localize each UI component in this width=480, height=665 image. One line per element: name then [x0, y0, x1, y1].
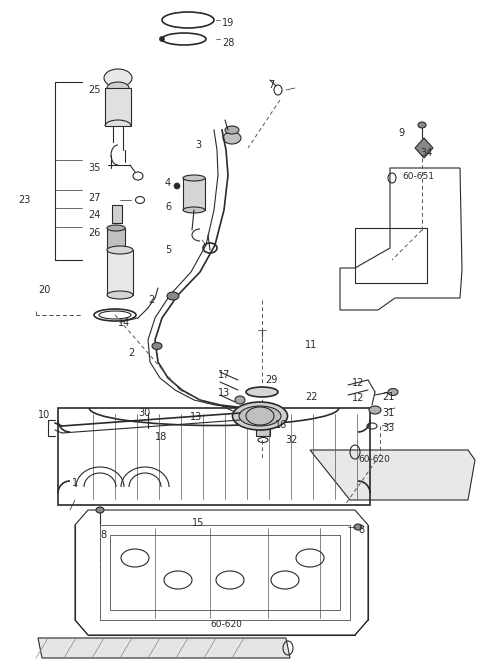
Ellipse shape: [223, 132, 241, 144]
Text: 31: 31: [382, 408, 394, 418]
Text: 13: 13: [190, 412, 202, 422]
Text: 6: 6: [165, 202, 171, 212]
Ellipse shape: [232, 402, 288, 430]
Bar: [107, 250, 133, 295]
Text: 28: 28: [222, 38, 234, 48]
Text: 60-620: 60-620: [210, 620, 242, 629]
Text: 60-651: 60-651: [402, 172, 434, 181]
Text: 8: 8: [358, 525, 364, 535]
Bar: [355, 228, 427, 283]
Ellipse shape: [354, 524, 362, 530]
Text: 16: 16: [275, 420, 287, 430]
Text: 12: 12: [352, 393, 364, 403]
Text: 26: 26: [88, 228, 100, 238]
Text: 11: 11: [305, 340, 317, 350]
Text: 2: 2: [128, 348, 134, 358]
Text: 60-620: 60-620: [358, 455, 390, 464]
Ellipse shape: [418, 122, 426, 128]
Ellipse shape: [246, 387, 278, 397]
Polygon shape: [310, 450, 475, 500]
Text: 22: 22: [305, 392, 317, 402]
Text: 5: 5: [165, 245, 171, 255]
Ellipse shape: [152, 342, 162, 350]
Text: 23: 23: [18, 195, 30, 205]
Ellipse shape: [107, 291, 133, 299]
Text: 25: 25: [88, 85, 100, 95]
Ellipse shape: [388, 388, 398, 396]
Text: 19: 19: [222, 18, 234, 28]
Text: 35: 35: [88, 163, 100, 173]
Text: 3: 3: [195, 140, 201, 150]
Text: 9: 9: [398, 128, 404, 138]
Bar: [58, 408, 370, 505]
Text: 27: 27: [88, 193, 100, 203]
Bar: [105, 88, 131, 126]
Text: 20: 20: [38, 285, 50, 295]
Text: 29: 29: [265, 375, 277, 385]
Text: 24: 24: [88, 210, 100, 220]
Ellipse shape: [225, 126, 239, 134]
Text: 8: 8: [100, 530, 106, 540]
Bar: [100, 525, 350, 620]
Text: 17: 17: [218, 370, 230, 380]
Text: 18: 18: [155, 432, 167, 442]
Text: 12: 12: [352, 378, 364, 388]
Ellipse shape: [256, 406, 270, 410]
Bar: [183, 178, 205, 210]
Text: 2: 2: [148, 295, 154, 305]
Ellipse shape: [239, 406, 281, 426]
Bar: [107, 228, 125, 250]
Bar: [112, 205, 122, 223]
Ellipse shape: [236, 412, 244, 418]
Text: 1: 1: [72, 478, 78, 488]
Text: 10: 10: [38, 410, 50, 420]
Bar: [256, 408, 270, 436]
Bar: [110, 535, 340, 610]
Text: 34: 34: [420, 148, 432, 158]
Ellipse shape: [235, 396, 245, 404]
Ellipse shape: [104, 69, 132, 87]
Text: 21: 21: [382, 392, 395, 402]
Ellipse shape: [107, 225, 125, 231]
Ellipse shape: [167, 292, 179, 300]
Ellipse shape: [183, 207, 205, 213]
Text: 15: 15: [192, 518, 204, 528]
Text: 33: 33: [382, 423, 394, 433]
Ellipse shape: [174, 183, 180, 189]
Ellipse shape: [107, 246, 133, 254]
Text: 7: 7: [268, 80, 274, 90]
Ellipse shape: [159, 37, 165, 41]
Ellipse shape: [107, 82, 129, 94]
Text: 30: 30: [138, 408, 150, 418]
Text: 13: 13: [218, 388, 230, 398]
Ellipse shape: [96, 507, 104, 513]
Ellipse shape: [369, 406, 381, 414]
Text: 14: 14: [118, 318, 130, 328]
Text: 4: 4: [165, 178, 171, 188]
Text: 32: 32: [285, 435, 298, 445]
Ellipse shape: [183, 175, 205, 181]
Polygon shape: [415, 138, 433, 158]
Polygon shape: [38, 638, 290, 658]
